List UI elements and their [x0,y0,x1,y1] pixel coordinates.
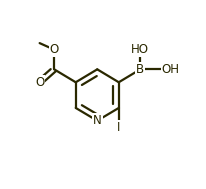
Text: O: O [35,76,44,89]
Text: I: I [117,121,121,134]
Text: HO: HO [131,43,149,56]
Text: N: N [93,114,102,127]
Text: B: B [136,63,144,76]
Text: OH: OH [162,63,180,76]
Text: O: O [50,43,59,56]
